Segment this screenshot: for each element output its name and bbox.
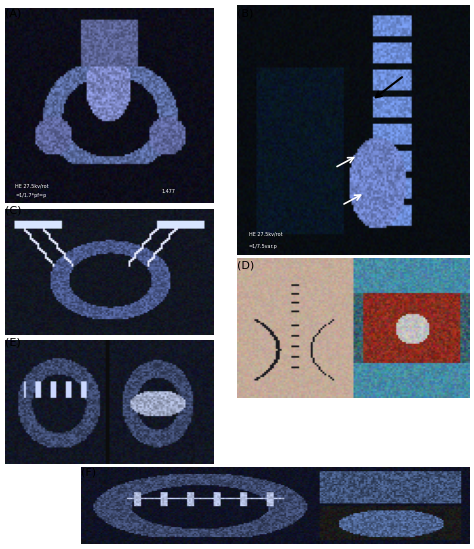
Text: (D): (D) (237, 261, 254, 271)
Text: HE 27.5kv/rot: HE 27.5kv/rot (15, 183, 49, 188)
Text: HE 27.5kv/rot: HE 27.5kv/rot (248, 231, 282, 236)
Text: (C): (C) (5, 206, 21, 216)
Text: 1.477: 1.477 (161, 189, 175, 194)
Text: (E): (E) (5, 338, 20, 348)
Text: (B): (B) (237, 8, 254, 18)
Text: (F): (F) (81, 468, 96, 478)
Text: (A): (A) (5, 8, 21, 18)
Text: =1/1.7*pf=p: =1/1.7*pf=p (15, 193, 46, 198)
Text: =1/7.5var.p: =1/7.5var.p (248, 244, 277, 249)
